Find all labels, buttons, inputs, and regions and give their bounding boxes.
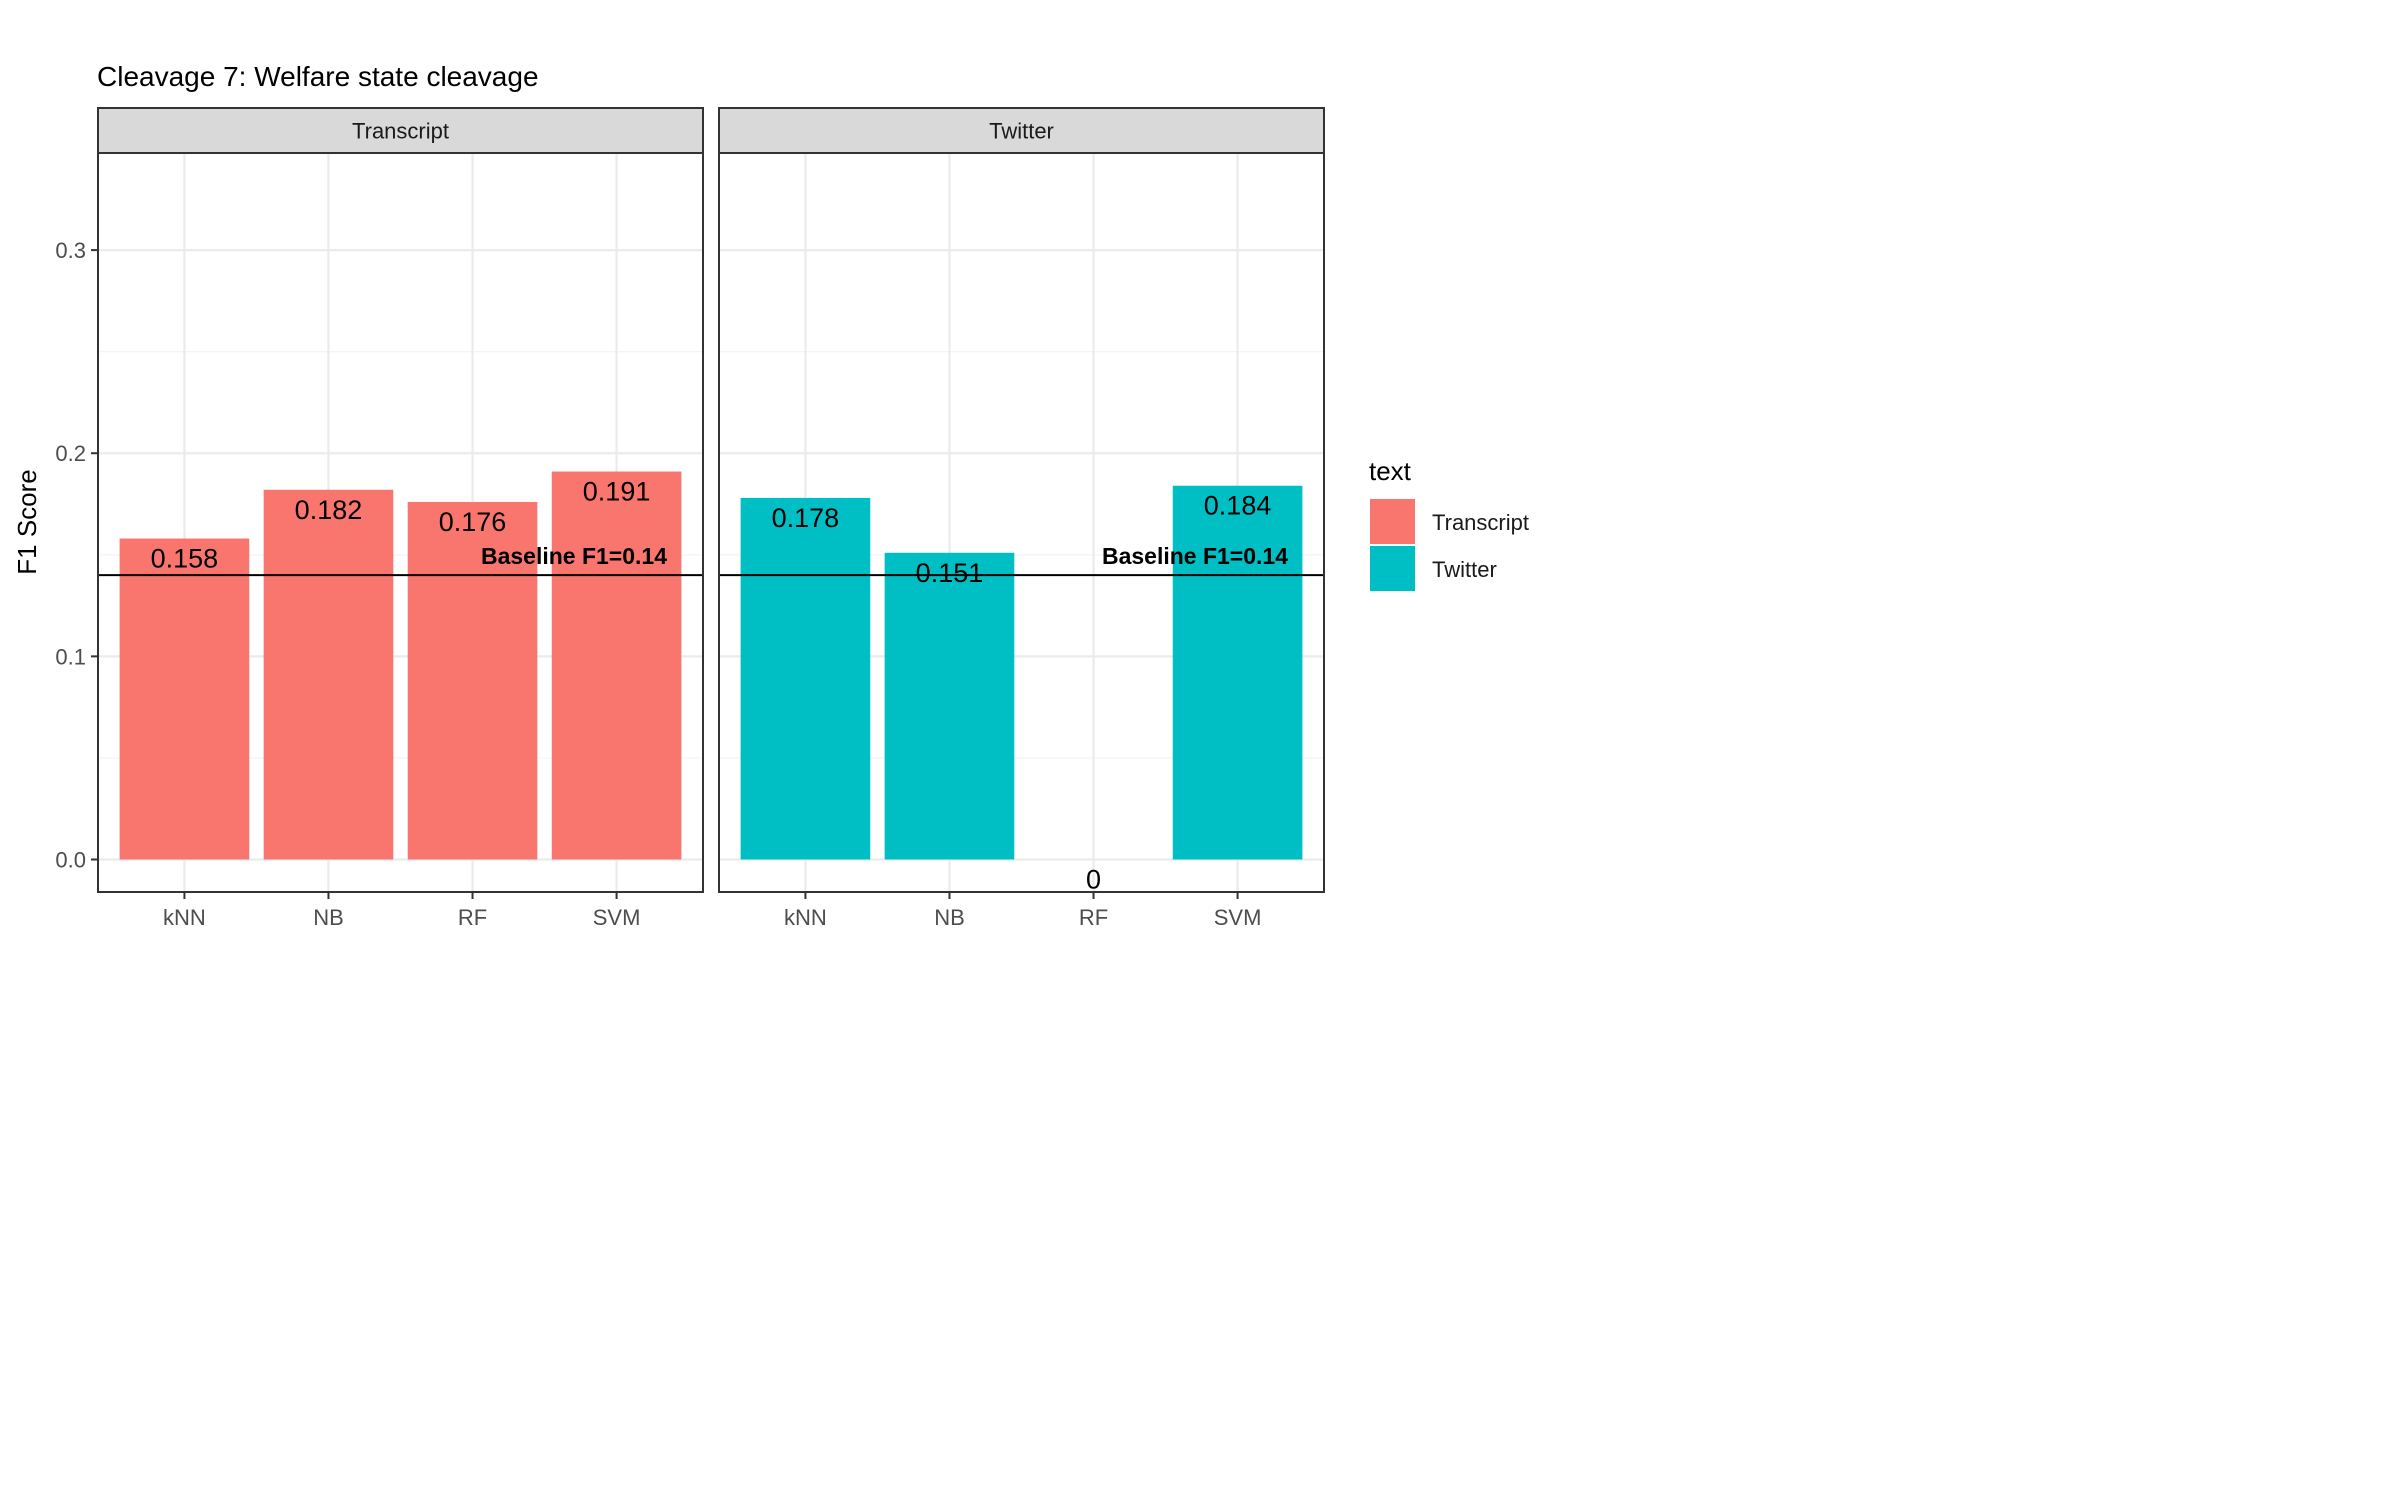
facet-strip <box>97 107 704 154</box>
y-axis: 0.0 0.1 0.2 0.3 <box>55 238 98 872</box>
data-label: 0 <box>1086 864 1101 894</box>
x-tick-label: RF <box>1079 905 1108 930</box>
y-tick-label: 0.2 <box>55 441 86 466</box>
data-label: 0.184 <box>1204 491 1272 521</box>
data-label: 0.158 <box>151 544 219 574</box>
data-label: 0.191 <box>583 477 651 507</box>
chart-title: Cleavage 7: Welfare state cleavage <box>97 61 539 92</box>
bar-twitter-svm <box>1172 485 1303 860</box>
legend-title: text <box>1369 456 1412 486</box>
data-label: 0.176 <box>439 507 507 537</box>
bar-transcript-knn <box>119 538 250 860</box>
legend-label-transcript: Transcript <box>1432 510 1529 535</box>
y-tick-label: 0.0 <box>55 847 86 872</box>
facet-strip-label: Twitter <box>989 119 1054 144</box>
legend-key-transcript <box>1370 499 1415 544</box>
x-tick-label: kNN <box>784 905 827 930</box>
facet-panels: 0.158 0.182 0.176 0.191 Baseline F1=0.14 Tran… <box>55 107 1325 930</box>
data-label: 0.182 <box>295 495 363 525</box>
bar-transcript-nb <box>263 489 394 860</box>
baseline-label: Baseline F1=0.14 <box>1102 543 1288 569</box>
x-tick-label: NB <box>313 905 344 930</box>
y-tick-label: 0.3 <box>55 238 86 263</box>
facet-strip-label: Transcript <box>352 119 449 144</box>
x-tick-label: SVM <box>593 905 641 930</box>
bar-transcript-rf <box>407 501 538 860</box>
facet-panel-transcript: 0.158 0.182 0.176 0.191 Baseline F1=0.14 Tran… <box>97 107 704 930</box>
y-axis-title: F1 Score <box>12 469 42 575</box>
bar-twitter-nb <box>884 552 1015 860</box>
bar-twitter-knn <box>740 497 871 860</box>
legend-label-twitter: Twitter <box>1432 557 1497 582</box>
bar-transcript-svm <box>551 471 682 860</box>
x-tick-label: RF <box>458 905 487 930</box>
data-label: 0.151 <box>916 558 984 588</box>
legend: text Transcript Twitter <box>1369 456 1529 591</box>
y-tick-label: 0.1 <box>55 644 86 669</box>
x-tick-label: kNN <box>163 905 206 930</box>
x-tick-label: SVM <box>1214 905 1262 930</box>
facet-panel-twitter: 0.178 0.151 0 0.184 Baseline F1=0.14 Twitter k… <box>718 107 1325 930</box>
baseline-label: Baseline F1=0.14 <box>481 543 667 569</box>
f1-score-faceted-bar-chart: Cleavage 7: Welfare state cleavage F1 Sc… <box>12 61 1529 930</box>
legend-key-twitter <box>1370 546 1415 591</box>
data-label: 0.178 <box>772 503 840 533</box>
facet-strip <box>718 107 1325 154</box>
x-tick-label: NB <box>934 905 965 930</box>
